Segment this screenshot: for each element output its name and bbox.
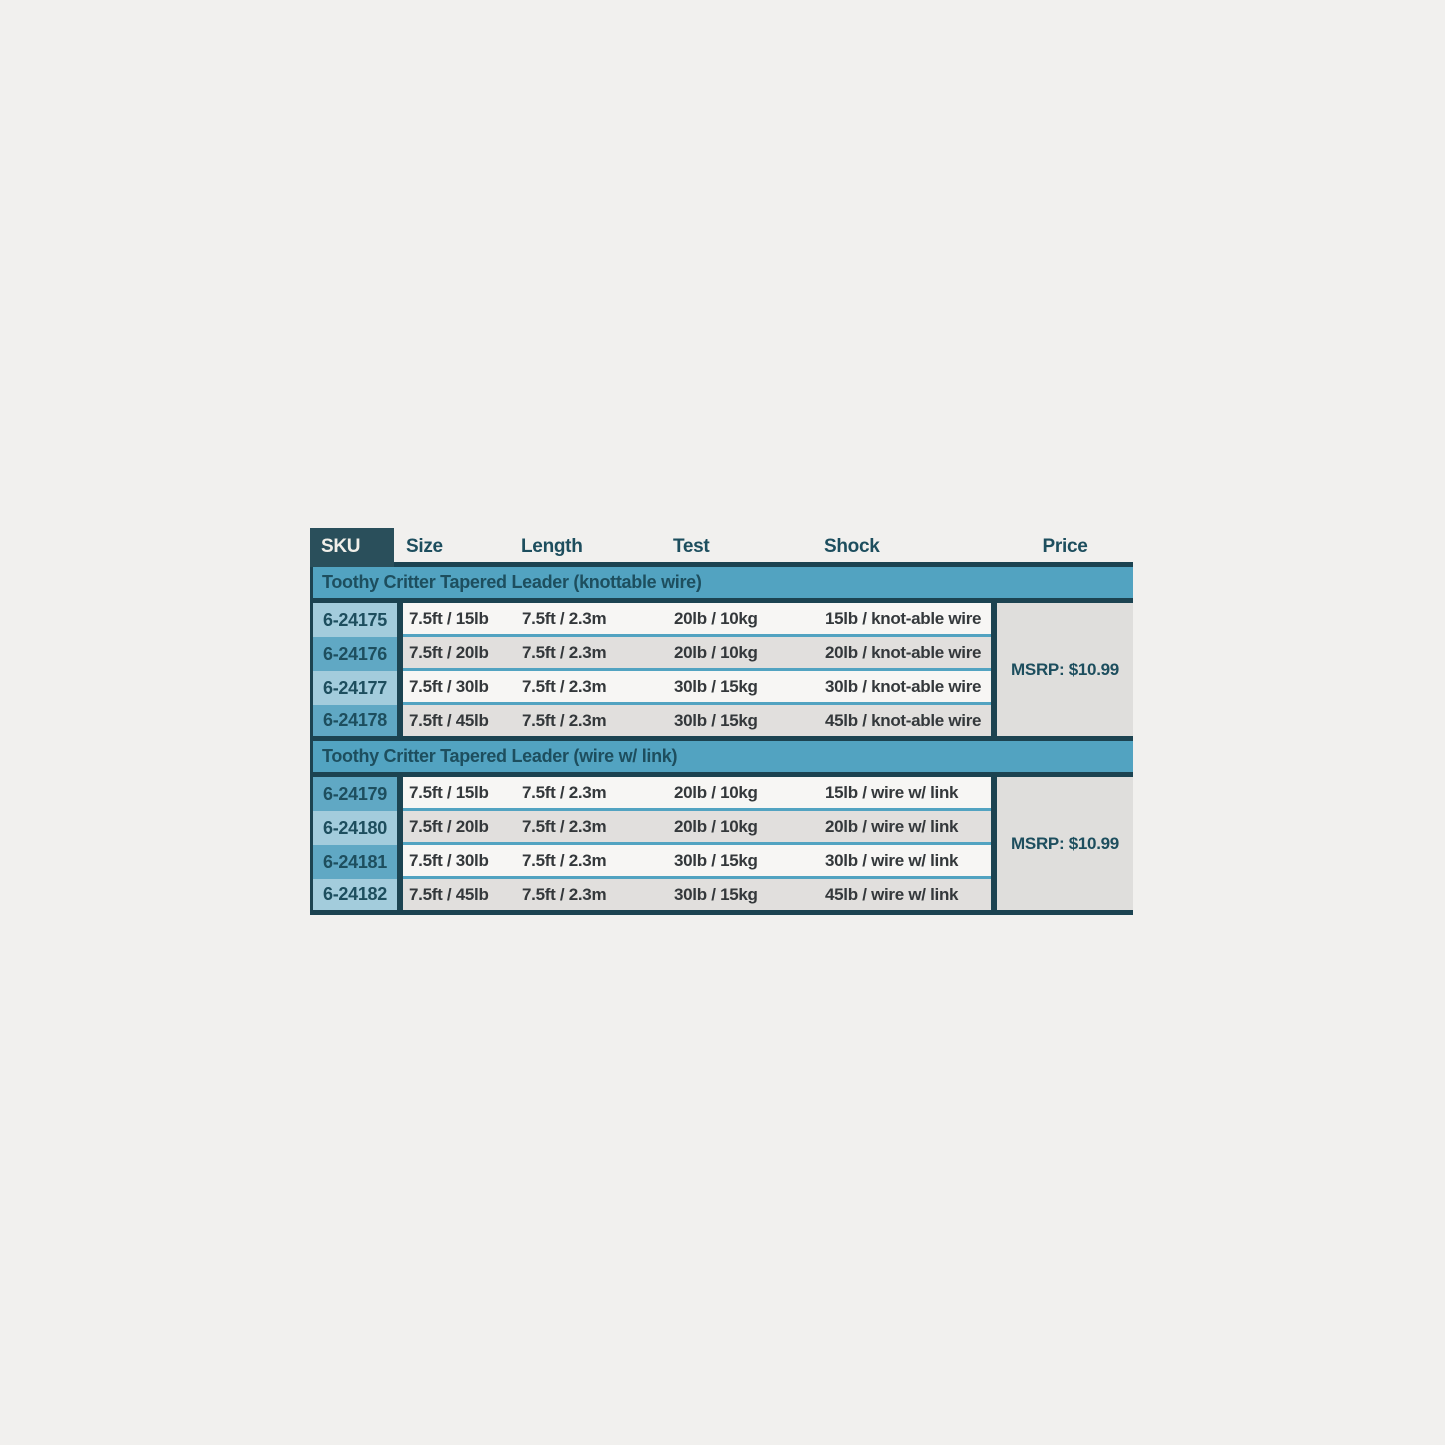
column-header-size: Size — [406, 536, 443, 557]
column-header-price: Price — [1042, 536, 1088, 557]
sku-cell: 6-24178 — [313, 705, 397, 736]
sku-cell: 6-24177 — [313, 671, 397, 705]
size-cell: 7.5ft / 45lb — [409, 885, 489, 904]
size-cell: 7.5ft / 30lb — [409, 677, 489, 696]
vertical-divider — [991, 777, 997, 910]
row-separator — [403, 876, 991, 879]
table-body: Toothy Critter Tapered Leader (knottable… — [310, 562, 1133, 915]
size-cell: 7.5ft / 30lb — [409, 851, 489, 870]
table-bottom-border — [313, 910, 1133, 915]
shock-cell: 20lb / knot-able wire — [825, 643, 982, 662]
row-separator — [403, 668, 991, 671]
shock-cell: 15lb / wire w/ link — [825, 783, 959, 802]
table-row: 7.5ft / 30lb 7.5ft / 2.3m 30lb / 15kg 30… — [403, 845, 991, 876]
column-header-sku: SKU — [310, 528, 394, 567]
sku-cell: 6-24176 — [313, 637, 397, 671]
length-cell: 7.5ft / 2.3m — [522, 609, 607, 628]
table-row: 7.5ft / 20lb 7.5ft / 2.3m 20lb / 10kg 20… — [403, 811, 991, 842]
test-cell: 20lb / 10kg — [674, 817, 758, 836]
length-cell: 7.5ft / 2.3m — [522, 677, 607, 696]
table-row: 7.5ft / 15lb 7.5ft / 2.3m 20lb / 10kg 15… — [403, 603, 991, 634]
section-rows-wire-w-link: 6-24179 6-24180 6-24181 6-24182 7.5ft / … — [313, 777, 1133, 910]
msrp-cell: MSRP: $10.99 — [997, 603, 1133, 736]
test-cell: 30lb / 15kg — [674, 711, 758, 730]
test-cell: 20lb / 10kg — [674, 783, 758, 802]
column-header-test: Test — [673, 536, 710, 557]
shock-cell: 45lb / knot-able wire — [825, 711, 982, 730]
msrp-cell: MSRP: $10.99 — [997, 777, 1133, 910]
shock-cell: 20lb / wire w/ link — [825, 817, 959, 836]
vertical-divider — [991, 603, 997, 736]
size-cell: 7.5ft / 15lb — [409, 783, 489, 802]
shock-cell: 45lb / wire w/ link — [825, 885, 959, 904]
size-cell: 7.5ft / 45lb — [409, 711, 489, 730]
shock-cell: 15lb / knot-able wire — [825, 609, 982, 628]
vertical-divider — [397, 777, 403, 910]
column-header-shock: Shock — [824, 536, 880, 557]
size-cell: 7.5ft / 20lb — [409, 817, 489, 836]
length-cell: 7.5ft / 2.3m — [522, 817, 607, 836]
shock-cell: 30lb / knot-able wire — [825, 677, 982, 696]
table-row: 7.5ft / 30lb 7.5ft / 2.3m 30lb / 15kg 30… — [403, 671, 991, 702]
length-cell: 7.5ft / 2.3m — [522, 711, 607, 730]
table-row: 7.5ft / 15lb 7.5ft / 2.3m 20lb / 10kg 15… — [403, 777, 991, 808]
sku-cell: 6-24180 — [313, 811, 397, 845]
table-row: 7.5ft / 20lb 7.5ft / 2.3m 20lb / 10kg 20… — [403, 637, 991, 668]
shock-cell: 30lb / wire w/ link — [825, 851, 959, 870]
test-cell: 30lb / 15kg — [674, 885, 758, 904]
sku-cell: 6-24182 — [313, 879, 397, 910]
section-title-wire-w-link: Toothy Critter Tapered Leader (wire w/ l… — [313, 736, 1133, 777]
length-cell: 7.5ft / 2.3m — [522, 643, 607, 662]
row-separator — [403, 702, 991, 705]
length-cell: 7.5ft / 2.3m — [522, 783, 607, 802]
length-cell: 7.5ft / 2.3m — [522, 885, 607, 904]
product-spec-table: SKU Size Length Test Shock Price Toothy … — [310, 528, 1133, 915]
test-cell: 30lb / 15kg — [674, 677, 758, 696]
size-cell: 7.5ft / 20lb — [409, 643, 489, 662]
column-header-length: Length — [521, 536, 583, 557]
table-row: 7.5ft / 45lb 7.5ft / 2.3m 30lb / 15kg 45… — [403, 705, 991, 736]
table-row: 7.5ft / 45lb 7.5ft / 2.3m 30lb / 15kg 45… — [403, 879, 991, 910]
section-rows-knottable-wire: 6-24175 6-24176 6-24177 6-24178 7.5ft / … — [313, 603, 1133, 736]
table-header-row: SKU Size Length Test Shock Price — [310, 528, 1133, 567]
size-cell: 7.5ft / 15lb — [409, 609, 489, 628]
row-separator — [403, 808, 991, 811]
section-title-knottable-wire: Toothy Critter Tapered Leader (knottable… — [313, 562, 1133, 603]
test-cell: 20lb / 10kg — [674, 643, 758, 662]
sku-cell: 6-24175 — [313, 603, 397, 637]
test-cell: 30lb / 15kg — [674, 851, 758, 870]
length-cell: 7.5ft / 2.3m — [522, 851, 607, 870]
sku-cell: 6-24181 — [313, 845, 397, 879]
sku-cell: 6-24179 — [313, 777, 397, 811]
row-separator — [403, 842, 991, 845]
vertical-divider — [397, 603, 403, 736]
row-separator — [403, 634, 991, 637]
test-cell: 20lb / 10kg — [674, 609, 758, 628]
